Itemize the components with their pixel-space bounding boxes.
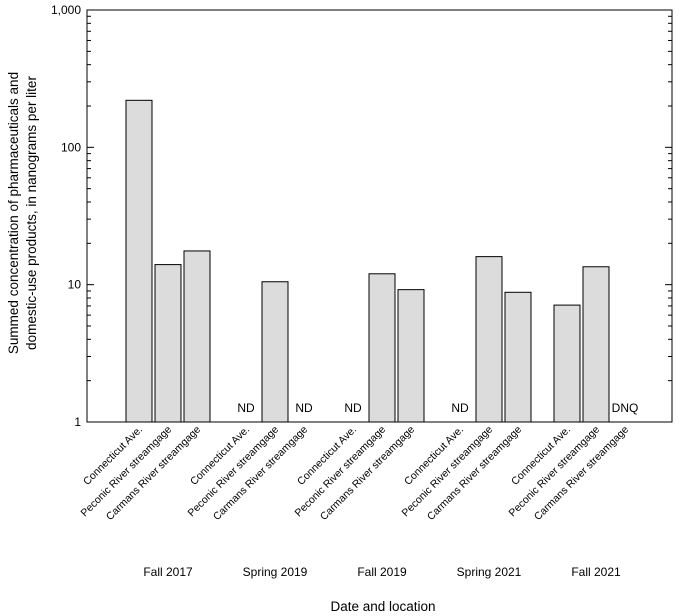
group-label: Spring 2021 xyxy=(457,565,522,579)
x-axis-title: Date and location xyxy=(330,599,435,614)
y-tick-label: 10 xyxy=(68,278,82,292)
bar-value-label: ND xyxy=(344,401,362,415)
y-axis-title-line-1: Summed concentration of pharmaceuticals … xyxy=(6,72,21,354)
bar xyxy=(582,266,610,423)
group-label: Fall 2017 xyxy=(143,565,193,579)
bar-value-label: ND xyxy=(237,401,255,415)
bar xyxy=(125,99,153,423)
group-label: Fall 2021 xyxy=(571,565,621,579)
y-tick-label: 100 xyxy=(61,140,81,154)
labels: Connecticut Ave.Peconic River streamgage… xyxy=(79,424,632,579)
group-label: Spring 2019 xyxy=(243,565,308,579)
bar xyxy=(368,273,396,423)
bar xyxy=(553,304,581,423)
y-tick-label: 1,000 xyxy=(51,3,81,17)
bar xyxy=(183,250,211,423)
bars: ND ND ND ND DNQ xyxy=(125,99,639,423)
group-label: Fall 2019 xyxy=(357,565,407,579)
bar xyxy=(397,289,425,423)
bar-value-label: DNQ xyxy=(612,401,639,415)
y-axis-title-line-2: domestic-use products, in nanograms per … xyxy=(24,76,39,350)
bar xyxy=(475,256,503,423)
y-tick-label: 1 xyxy=(74,415,81,429)
bar xyxy=(504,291,532,423)
bar-value-label: ND xyxy=(451,401,469,415)
bar xyxy=(261,281,289,423)
bar-value-label: ND xyxy=(295,401,313,415)
bar xyxy=(154,264,182,423)
